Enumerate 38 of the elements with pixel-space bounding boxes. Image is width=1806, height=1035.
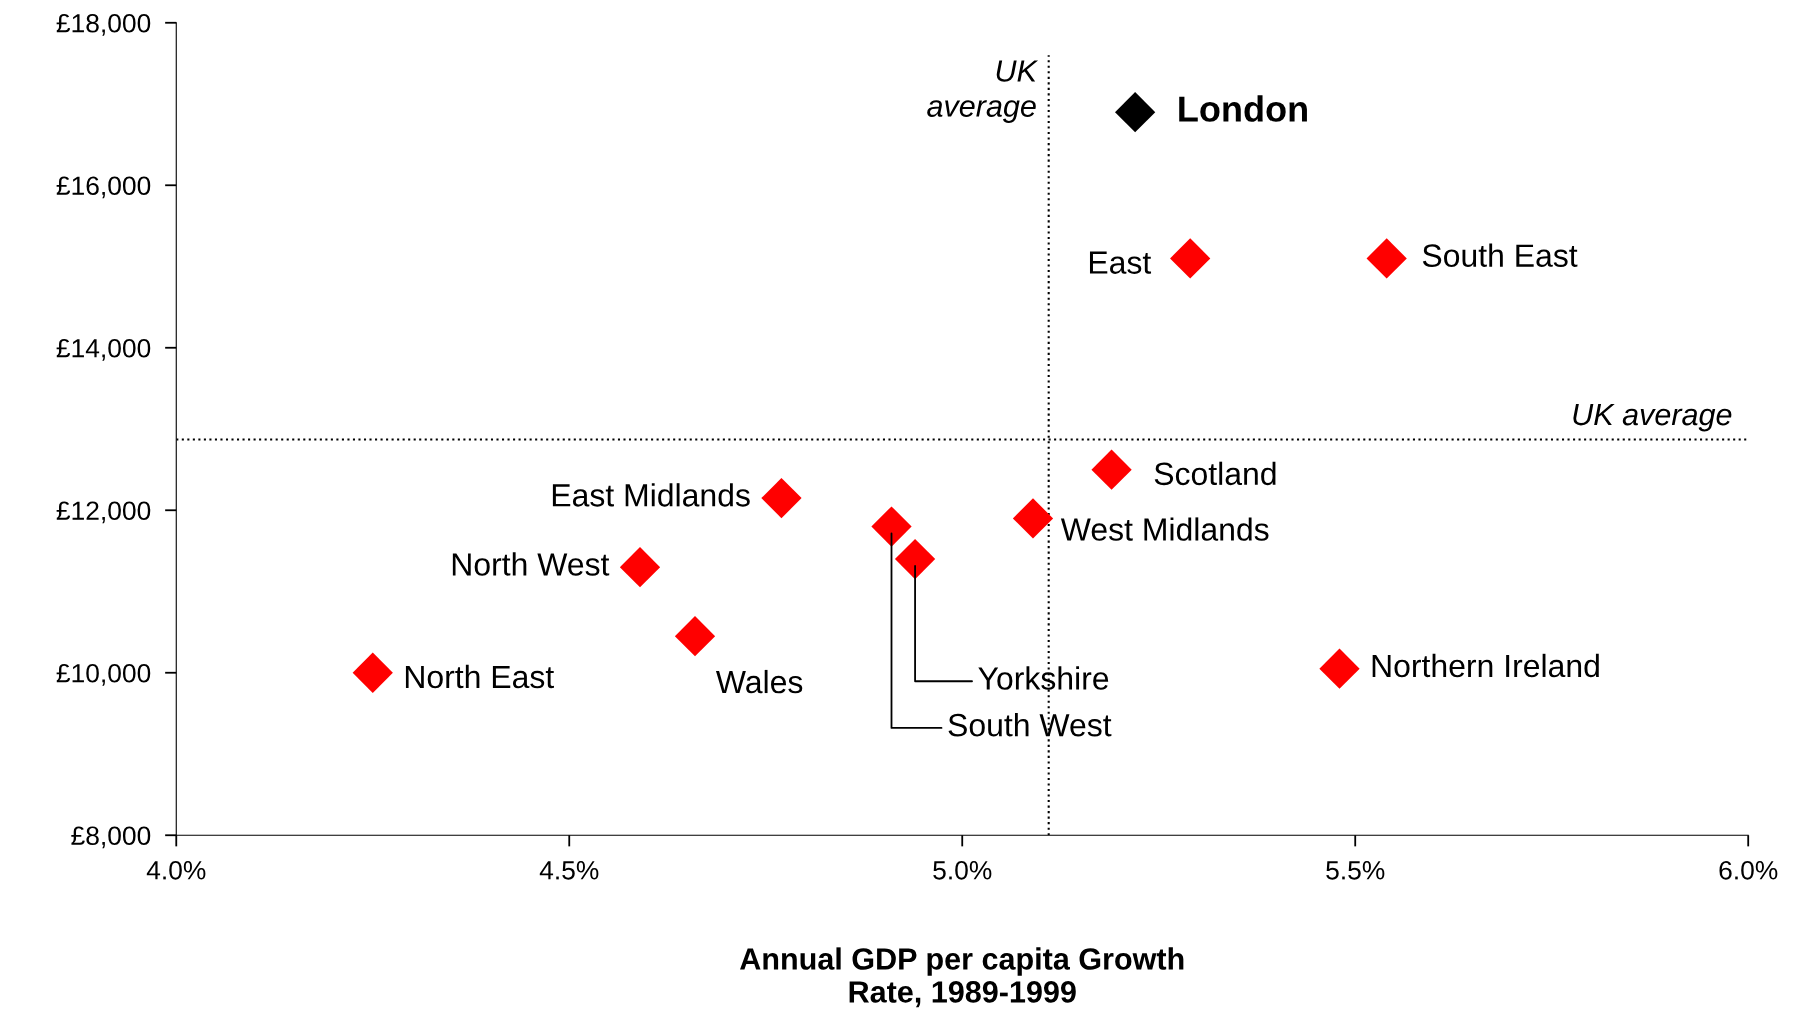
annotation: East	[1089, 251, 1152, 274]
point	[619, 547, 661, 588]
annotation: Wales	[715, 669, 803, 694]
x-axis-title: Annual GDP per capita Growth Rate, 1989-1999	[740, 947, 1184, 1008]
x-tick-label: 5.5%	[1326, 861, 1385, 880]
x-tick-label: 6.0%	[1719, 860, 1778, 880]
point	[1319, 648, 1360, 689]
point	[761, 477, 802, 519]
y-tick-label: £18,000	[56, 13, 151, 36]
annotation: Yorkshire	[978, 666, 1109, 690]
annotation: Northern Ireland	[1372, 653, 1599, 678]
point	[1170, 238, 1211, 279]
point	[894, 538, 936, 580]
point	[1091, 449, 1132, 490]
x-tick-label: 4.0%	[146, 860, 206, 880]
point	[352, 652, 393, 693]
point	[674, 616, 716, 657]
annotation: North East	[405, 664, 554, 689]
point	[1366, 238, 1407, 279]
ref-line-label: UK average	[1573, 404, 1732, 432]
point	[871, 506, 912, 547]
y-tick-label: £14,000	[56, 338, 151, 361]
annotation: London	[1179, 95, 1307, 122]
annotation: West Midlands	[1060, 517, 1269, 541]
x-tick-label: 5.0%	[933, 860, 992, 880]
annotation: South East	[1422, 243, 1578, 267]
ref-line-label: UK average	[927, 60, 1039, 123]
point	[1012, 498, 1054, 539]
y-tick-label: £8,000	[71, 826, 151, 849]
point	[1115, 92, 1156, 133]
annotation: North West	[452, 552, 610, 576]
annotation: East Midlands	[552, 483, 750, 507]
y-tick-label: £10,000	[56, 663, 151, 686]
x-tick-label: 4.5%	[539, 861, 599, 880]
annotation: South West	[948, 713, 1112, 737]
y-tick-label: £16,000	[56, 176, 151, 199]
annotation: Scotland	[1154, 461, 1276, 486]
y-tick-label: £12,000	[56, 501, 151, 524]
